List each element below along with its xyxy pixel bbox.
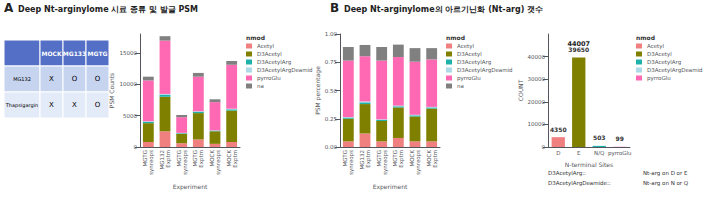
svg-text:Acetyl: Acetyl [457, 43, 474, 50]
svg-text:N/Q: N/Q [594, 150, 605, 156]
svg-text:MOCK: MOCK [209, 150, 215, 167]
svg-text:MG132: MG132 [13, 76, 31, 82]
svg-text:PSM Counts: PSM Counts [108, 73, 115, 108]
svg-text:Exptm: Exptm [365, 150, 372, 168]
svg-text:X: X [72, 101, 77, 109]
svg-text:0.50: 0.50 [325, 88, 338, 94]
svg-text:1.00: 1.00 [325, 31, 338, 37]
svg-text:99: 99 [616, 135, 624, 142]
svg-text:D3AcetylArgDeamid: D3AcetylArgDeamid [457, 67, 513, 74]
svg-text:D3Acetyl: D3Acetyl [457, 51, 482, 58]
svg-text:20000: 20000 [528, 99, 546, 105]
svg-text:MGTG: MGTG [375, 150, 382, 167]
svg-text:Acetyl: Acetyl [647, 43, 664, 50]
svg-text:Exptm: Exptm [398, 150, 405, 168]
svg-text:MOCK: MOCK [425, 150, 432, 167]
svg-text:0.25: 0.25 [325, 116, 338, 122]
svg-text:10000: 10000 [120, 81, 138, 87]
svg-text:5000: 5000 [123, 113, 137, 119]
svg-text:PSM percentage: PSM percentage [314, 66, 322, 115]
svg-text:44007: 44007 [567, 40, 590, 48]
svg-text:MOCK: MOCK [41, 50, 61, 57]
svg-text:Nt-arg on N or Q: Nt-arg on N or Q [643, 180, 689, 187]
svg-text:0.00: 0.00 [325, 144, 338, 150]
svg-text:nmod: nmod [246, 34, 265, 41]
svg-text:COUNT: COUNT [517, 79, 524, 101]
svg-text:D3AcetylArg: D3AcetylArg [457, 59, 491, 66]
svg-text:MGTG: MGTG [88, 50, 108, 57]
svg-text:pyrroGlu: pyrroGlu [608, 150, 632, 157]
svg-text:D3AcetylArgDeamid: D3AcetylArgDeamid [257, 67, 313, 74]
svg-text:MGTG: MGTG [392, 150, 399, 167]
svg-text:O: O [95, 75, 101, 83]
svg-text:synreops: synreops [415, 150, 422, 175]
svg-text:15000: 15000 [120, 50, 138, 56]
svg-text:D3AcetylArgDeamide::: D3AcetylArgDeamide:: [548, 180, 611, 187]
svg-text:O: O [95, 101, 101, 109]
svg-text:synreops: synreops [148, 150, 155, 175]
svg-text:D3AcetylArg: D3AcetylArg [257, 59, 291, 66]
svg-text:synreops: synreops [182, 150, 189, 175]
svg-text:nmod: nmod [636, 34, 655, 41]
svg-text:synreops: synreops [382, 150, 389, 175]
svg-text:O: O [72, 75, 78, 83]
svg-text:503: 503 [593, 134, 606, 141]
svg-text:Experiment: Experiment [373, 183, 408, 191]
svg-text:Exptm: Exptm [232, 150, 239, 168]
svg-text:0: 0 [542, 144, 546, 150]
svg-text:MGTG: MGTG [192, 150, 199, 167]
svg-text:10000: 10000 [528, 121, 546, 127]
svg-text:Acetyl: Acetyl [257, 43, 274, 50]
svg-text:D: D [556, 150, 560, 156]
svg-text:MGTG: MGTG [175, 150, 182, 167]
svg-text:4350: 4350 [550, 126, 567, 133]
svg-text:A: A [4, 1, 14, 15]
svg-text:Deep Nt-arginylome의 아르기닌화 (Nt-: Deep Nt-arginylome의 아르기닌화 (Nt-arg) 갯수 [344, 5, 543, 14]
svg-text:MOCK: MOCK [409, 150, 415, 167]
svg-text:30000: 30000 [528, 76, 546, 82]
svg-text:X: X [49, 101, 54, 109]
svg-text:D3AcetylArg::: D3AcetylArg:: [548, 170, 586, 177]
svg-text:D3Acetyl: D3Acetyl [257, 51, 282, 58]
svg-text:40000: 40000 [528, 54, 546, 60]
svg-text:Nt-arg on D or E: Nt-arg on D or E [643, 170, 688, 177]
svg-text:pyrroGlu: pyrroGlu [647, 75, 671, 82]
svg-text:Thapsigargin: Thapsigargin [5, 102, 38, 109]
svg-text:N-terminal Sites: N-terminal Sites [565, 161, 613, 168]
svg-text:D3AcetylArgDeamid: D3AcetylArgDeamid [647, 67, 703, 74]
svg-text:MGTG: MGTG [142, 150, 149, 167]
svg-text:D3AcetylArg: D3AcetylArg [647, 59, 681, 66]
svg-text:39650: 39650 [568, 45, 590, 53]
svg-text:MOCK: MOCK [225, 150, 232, 167]
svg-text:pyrroGlu: pyrroGlu [457, 75, 481, 82]
svg-text:MG132: MG132 [359, 150, 365, 170]
svg-text:D3Acetyl: D3Acetyl [647, 51, 672, 58]
svg-text:Exptm: Exptm [432, 150, 439, 168]
svg-text:0: 0 [134, 144, 138, 150]
svg-text:Exptm: Exptm [165, 150, 172, 168]
svg-text:MGTG: MGTG [342, 150, 349, 167]
svg-text:Experiment: Experiment [173, 183, 208, 191]
svg-text:MG132: MG132 [159, 150, 165, 170]
svg-text:0.75: 0.75 [325, 59, 338, 65]
svg-text:MG133: MG133 [63, 50, 86, 57]
svg-text:Deep Nt-arginylome 시료 종류 및 발글: Deep Nt-arginylome 시료 종류 및 발글 PSM [18, 5, 198, 14]
svg-text:B: B [330, 1, 339, 15]
svg-text:pyrroGlu: pyrroGlu [257, 75, 281, 82]
svg-text:Exptm: Exptm [198, 150, 205, 168]
svg-text:synreops: synreops [215, 150, 222, 175]
svg-text:na: na [457, 83, 464, 89]
svg-text:nmod: nmod [446, 34, 465, 41]
svg-text:synreops: synreops [348, 150, 355, 175]
svg-text:X: X [49, 75, 54, 83]
svg-text:E: E [577, 150, 581, 156]
svg-text:na: na [257, 83, 264, 89]
